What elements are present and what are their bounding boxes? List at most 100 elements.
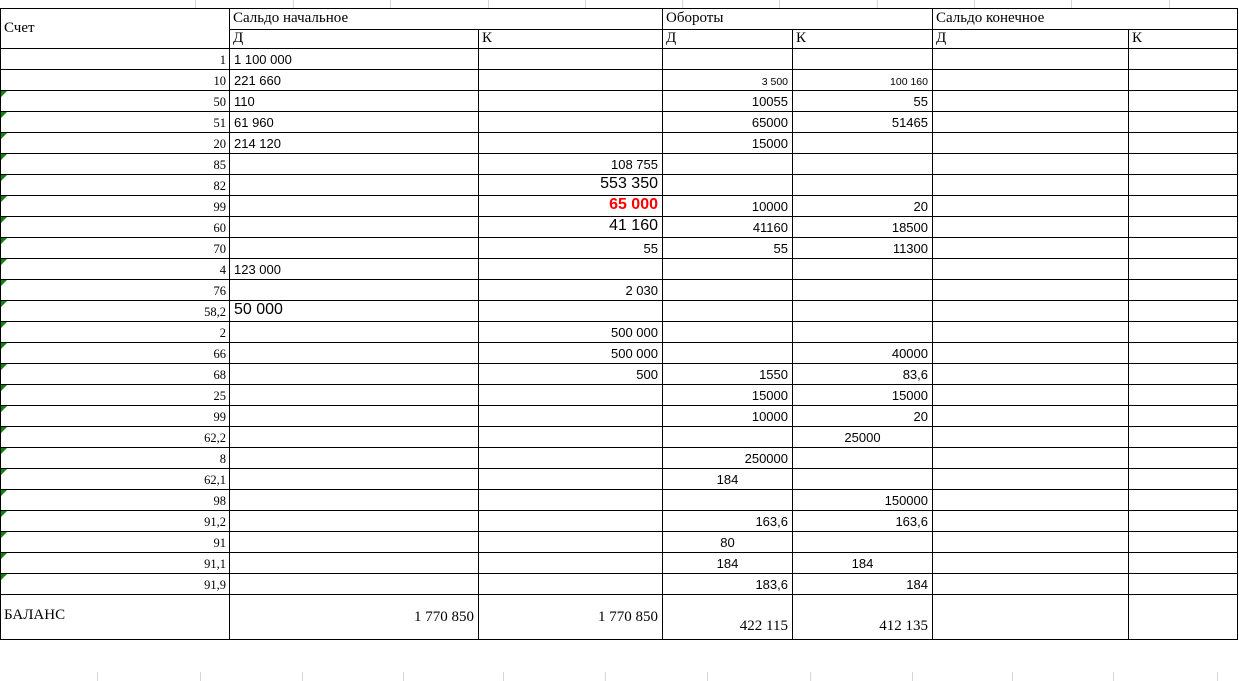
cell-turnover-debit[interactable] bbox=[662, 321, 793, 343]
cell-turnover-debit[interactable]: 183,6 bbox=[662, 573, 793, 595]
cell-closing-debit[interactable] bbox=[932, 573, 1129, 595]
cell-opening-debit[interactable] bbox=[229, 468, 479, 490]
cell-turnover-debit[interactable] bbox=[662, 300, 793, 322]
cell-account[interactable]: 66 bbox=[0, 342, 230, 364]
cell-turnover-debit[interactable]: 15000 bbox=[662, 384, 793, 406]
col-header-turnover-debit[interactable]: Д bbox=[662, 29, 793, 49]
cell-turnover-debit[interactable]: 184 bbox=[662, 552, 793, 574]
cell-balance-closing-credit[interactable] bbox=[1127, 594, 1239, 640]
cell-account[interactable]: 4 bbox=[0, 258, 230, 280]
cell-opening-credit[interactable] bbox=[478, 69, 663, 91]
cell-opening-debit[interactable] bbox=[229, 447, 479, 469]
cell-closing-credit[interactable] bbox=[1127, 342, 1239, 364]
cell-opening-credit[interactable]: 500 000 bbox=[478, 342, 663, 364]
col-header-account[interactable]: Счет bbox=[0, 8, 230, 49]
cell-opening-debit[interactable]: 61 960 bbox=[229, 111, 479, 133]
cell-opening-debit[interactable] bbox=[229, 195, 479, 217]
cell-opening-credit[interactable] bbox=[478, 384, 663, 406]
cell-opening-debit[interactable] bbox=[229, 552, 479, 574]
cell-turnover-credit[interactable] bbox=[792, 300, 933, 322]
cell-opening-credit[interactable] bbox=[478, 111, 663, 133]
cell-turnover-debit[interactable]: 15000 bbox=[662, 132, 793, 154]
cell-turnover-credit[interactable] bbox=[792, 279, 933, 301]
cell-turnover-debit[interactable] bbox=[662, 174, 793, 196]
cell-account[interactable]: 58,2 bbox=[0, 300, 230, 322]
cell-opening-debit[interactable]: 1 100 000 bbox=[229, 48, 479, 70]
cell-account[interactable]: 99 bbox=[0, 405, 230, 427]
cell-account[interactable]: 91,9 bbox=[0, 573, 230, 595]
cell-opening-credit[interactable]: 2 030 bbox=[478, 279, 663, 301]
cell-closing-debit[interactable] bbox=[932, 531, 1129, 553]
cell-turnover-debit[interactable]: 184 bbox=[662, 468, 793, 490]
cell-turnover-credit[interactable]: 20 bbox=[792, 405, 933, 427]
cell-account[interactable]: 98 bbox=[0, 489, 230, 511]
cell-opening-credit[interactable] bbox=[478, 552, 663, 574]
cell-turnover-credit[interactable]: 20 bbox=[792, 195, 933, 217]
cell-account[interactable]: 25 bbox=[0, 384, 230, 406]
cell-turnover-credit[interactable]: 100 160 bbox=[792, 69, 933, 91]
cell-closing-debit[interactable] bbox=[932, 384, 1129, 406]
cell-opening-credit[interactable] bbox=[478, 468, 663, 490]
cell-closing-debit[interactable] bbox=[932, 69, 1129, 91]
cell-closing-debit[interactable] bbox=[932, 279, 1129, 301]
cell-closing-debit[interactable] bbox=[932, 195, 1129, 217]
col-header-opening-credit[interactable]: К bbox=[478, 29, 663, 49]
cell-opening-credit[interactable]: 553 350 bbox=[478, 174, 663, 196]
cell-opening-credit[interactable] bbox=[478, 531, 663, 553]
col-header-opening-balance[interactable]: Сальдо начальное bbox=[229, 8, 663, 30]
cell-turnover-debit[interactable] bbox=[662, 48, 793, 70]
cell-account[interactable]: 70 bbox=[0, 237, 230, 259]
cell-closing-debit[interactable] bbox=[932, 111, 1129, 133]
cell-opening-debit[interactable] bbox=[229, 384, 479, 406]
cell-turnover-credit[interactable]: 83,6 bbox=[792, 363, 933, 385]
cell-turnover-credit[interactable]: 184 bbox=[792, 573, 933, 595]
cell-account[interactable]: 2 bbox=[0, 321, 230, 343]
cell-turnover-credit[interactable]: 18500 bbox=[792, 216, 933, 238]
cell-opening-debit[interactable] bbox=[229, 405, 479, 427]
cell-opening-credit[interactable] bbox=[478, 405, 663, 427]
cell-opening-debit[interactable] bbox=[229, 342, 479, 364]
cell-turnover-debit[interactable]: 55 bbox=[662, 237, 793, 259]
cell-balance-opening-credit[interactable]: 1 770 850 bbox=[478, 594, 663, 640]
cell-opening-debit[interactable] bbox=[229, 174, 479, 196]
col-header-turnover-credit[interactable]: К bbox=[792, 29, 933, 49]
cell-opening-credit[interactable]: 108 755 bbox=[478, 153, 663, 175]
cell-turnover-debit[interactable] bbox=[662, 426, 793, 448]
cell-account[interactable]: 8 bbox=[0, 447, 230, 469]
cell-closing-debit[interactable] bbox=[932, 132, 1129, 154]
cell-turnover-credit[interactable] bbox=[792, 132, 933, 154]
cell-turnover-debit[interactable]: 41160 bbox=[662, 216, 793, 238]
cell-opening-credit[interactable]: 65 000 bbox=[478, 195, 663, 217]
cell-closing-debit[interactable] bbox=[932, 174, 1129, 196]
cell-opening-debit[interactable]: 123 000 bbox=[229, 258, 479, 280]
cell-turnover-debit[interactable]: 65000 bbox=[662, 111, 793, 133]
cell-closing-credit[interactable] bbox=[1127, 573, 1239, 595]
cell-opening-debit[interactable]: 50 000 bbox=[229, 300, 479, 322]
cell-closing-credit[interactable] bbox=[1127, 258, 1239, 280]
cell-turnover-credit[interactable]: 55 bbox=[792, 90, 933, 112]
cell-closing-debit[interactable] bbox=[932, 405, 1129, 427]
col-header-turnover[interactable]: Обороты bbox=[662, 8, 933, 30]
cell-closing-credit[interactable] bbox=[1127, 195, 1239, 217]
col-header-closing-credit[interactable]: К bbox=[1127, 29, 1239, 49]
cell-balance-turnover-credit[interactable]: 412 135 bbox=[792, 594, 933, 640]
cell-turnover-credit[interactable] bbox=[792, 258, 933, 280]
cell-turnover-credit[interactable]: 11300 bbox=[792, 237, 933, 259]
cell-opening-credit[interactable] bbox=[478, 447, 663, 469]
cell-account[interactable]: 62,1 bbox=[0, 468, 230, 490]
cell-closing-credit[interactable] bbox=[1127, 384, 1239, 406]
cell-closing-credit[interactable] bbox=[1127, 510, 1239, 532]
cell-turnover-debit[interactable]: 80 bbox=[662, 531, 793, 553]
cell-opening-debit[interactable] bbox=[229, 426, 479, 448]
cell-turnover-credit[interactable]: 15000 bbox=[792, 384, 933, 406]
cell-opening-debit[interactable]: 221 660 bbox=[229, 69, 479, 91]
cell-turnover-debit[interactable]: 10055 bbox=[662, 90, 793, 112]
cell-turnover-credit[interactable] bbox=[792, 447, 933, 469]
cell-closing-debit[interactable] bbox=[932, 153, 1129, 175]
cell-account[interactable]: 1 bbox=[0, 48, 230, 70]
cell-opening-credit[interactable]: 500 bbox=[478, 363, 663, 385]
cell-closing-credit[interactable] bbox=[1127, 279, 1239, 301]
cell-opening-debit[interactable] bbox=[229, 153, 479, 175]
cell-account[interactable]: 99 bbox=[0, 195, 230, 217]
cell-turnover-credit[interactable]: 40000 bbox=[792, 342, 933, 364]
